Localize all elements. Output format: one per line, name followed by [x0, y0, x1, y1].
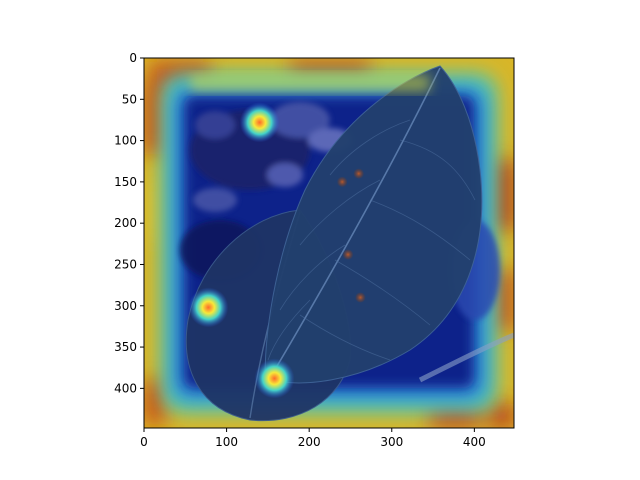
- y-tick-label: 400: [114, 381, 137, 395]
- x-tick-label: 400: [463, 435, 486, 449]
- x-tick-label: 300: [380, 435, 403, 449]
- rust-spot: [337, 176, 348, 187]
- x-axis: 0 100 200 300 400: [140, 428, 486, 449]
- y-tick-label: 150: [114, 175, 137, 189]
- attention-highlight: [254, 358, 295, 399]
- front-leaf: [264, 65, 483, 384]
- axes-frame: [143, 57, 515, 429]
- y-tick-label: 0: [129, 51, 137, 65]
- y-tick-label: 350: [114, 340, 137, 354]
- attention-highlight: [239, 102, 280, 143]
- x-tick-label: 0: [140, 435, 148, 449]
- x-tick-label: 100: [215, 435, 238, 449]
- rust-spot: [342, 249, 353, 260]
- y-axis: 0 50 100 150 200 250 300 350 400: [114, 51, 144, 395]
- attention-highlight: [188, 287, 229, 328]
- rust-spot: [355, 292, 366, 303]
- x-tick-label: 200: [298, 435, 321, 449]
- y-tick-label: 200: [114, 216, 137, 230]
- y-tick-label: 250: [114, 257, 137, 271]
- y-tick-label: 300: [114, 299, 137, 313]
- rust-spot: [353, 168, 364, 179]
- heatmap-image: [144, 58, 514, 428]
- y-tick-label: 100: [114, 134, 137, 148]
- y-tick-label: 50: [122, 92, 137, 106]
